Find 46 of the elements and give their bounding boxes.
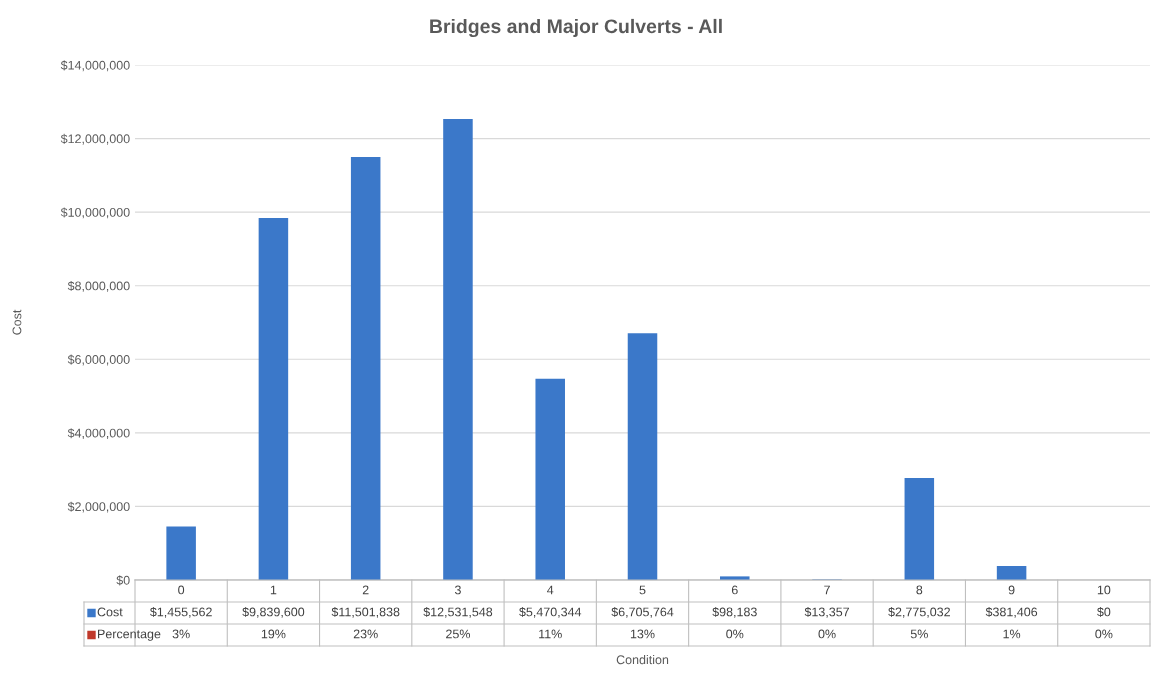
legend-label: Cost [97,607,123,617]
y-tick-label: $4,000,000 [67,428,130,439]
text: 0% [818,629,836,639]
x-tick-label: 7 [824,585,830,595]
x-tick-label: 9 [1008,585,1015,595]
data-label: $2,775,032 [888,606,950,618]
x-axis-title: Condition [616,655,669,665]
y-tick-label: $12,000,000 [60,133,130,145]
text: 5% [910,629,928,639]
y-axis-title: Cost [12,309,22,335]
text: 11% [539,629,562,639]
x-tick-label: 5 [639,585,646,595]
chart-title: Bridges and Major Culverts - All [430,18,722,38]
text: 19% [261,629,286,639]
data-label: $11,501,838 [331,606,400,618]
y-tick-label: $8,000,000 [67,280,130,292]
text: 25% [446,629,471,639]
data-label: $13,357 [804,606,850,618]
x-tick-label: 10 [1097,585,1111,595]
text: 23% [353,629,378,639]
x-tick-label: 3 [454,585,461,595]
data-label: $98,183 [712,606,757,618]
text: 13% [630,629,655,639]
data-label: $9,839,600 [242,606,305,618]
y-tick-label: $6,000,000 [67,354,130,366]
text: 1% [1003,629,1021,639]
legend-label: Percentage [98,629,161,641]
y-tick-label: $2,000,000 [67,501,130,513]
x-tick-label: 0 [178,585,185,595]
text: 0% [726,629,744,639]
data-label: $0 [1097,606,1111,618]
text: 0% [1095,629,1113,639]
data-label: $1,455,562 [149,606,212,618]
data-label: $6,705,764 [611,606,674,618]
x-tick-label: 1 [270,585,277,595]
data-label: $381,406 [985,606,1038,618]
x-tick-label: 4 [547,585,554,595]
data-label: $12,531,548 [423,606,493,618]
y-tick-label: $14,000,000 [60,60,130,72]
x-tick-label: 6 [731,585,738,595]
y-tick-label: $10,000,000 [60,207,130,219]
data-label: $5,470,344 [519,606,582,618]
y-tick-label: $0 [116,575,130,586]
text: 3% [172,629,190,639]
x-tick-label: 2 [362,585,369,595]
x-tick-label: 8 [916,585,923,595]
